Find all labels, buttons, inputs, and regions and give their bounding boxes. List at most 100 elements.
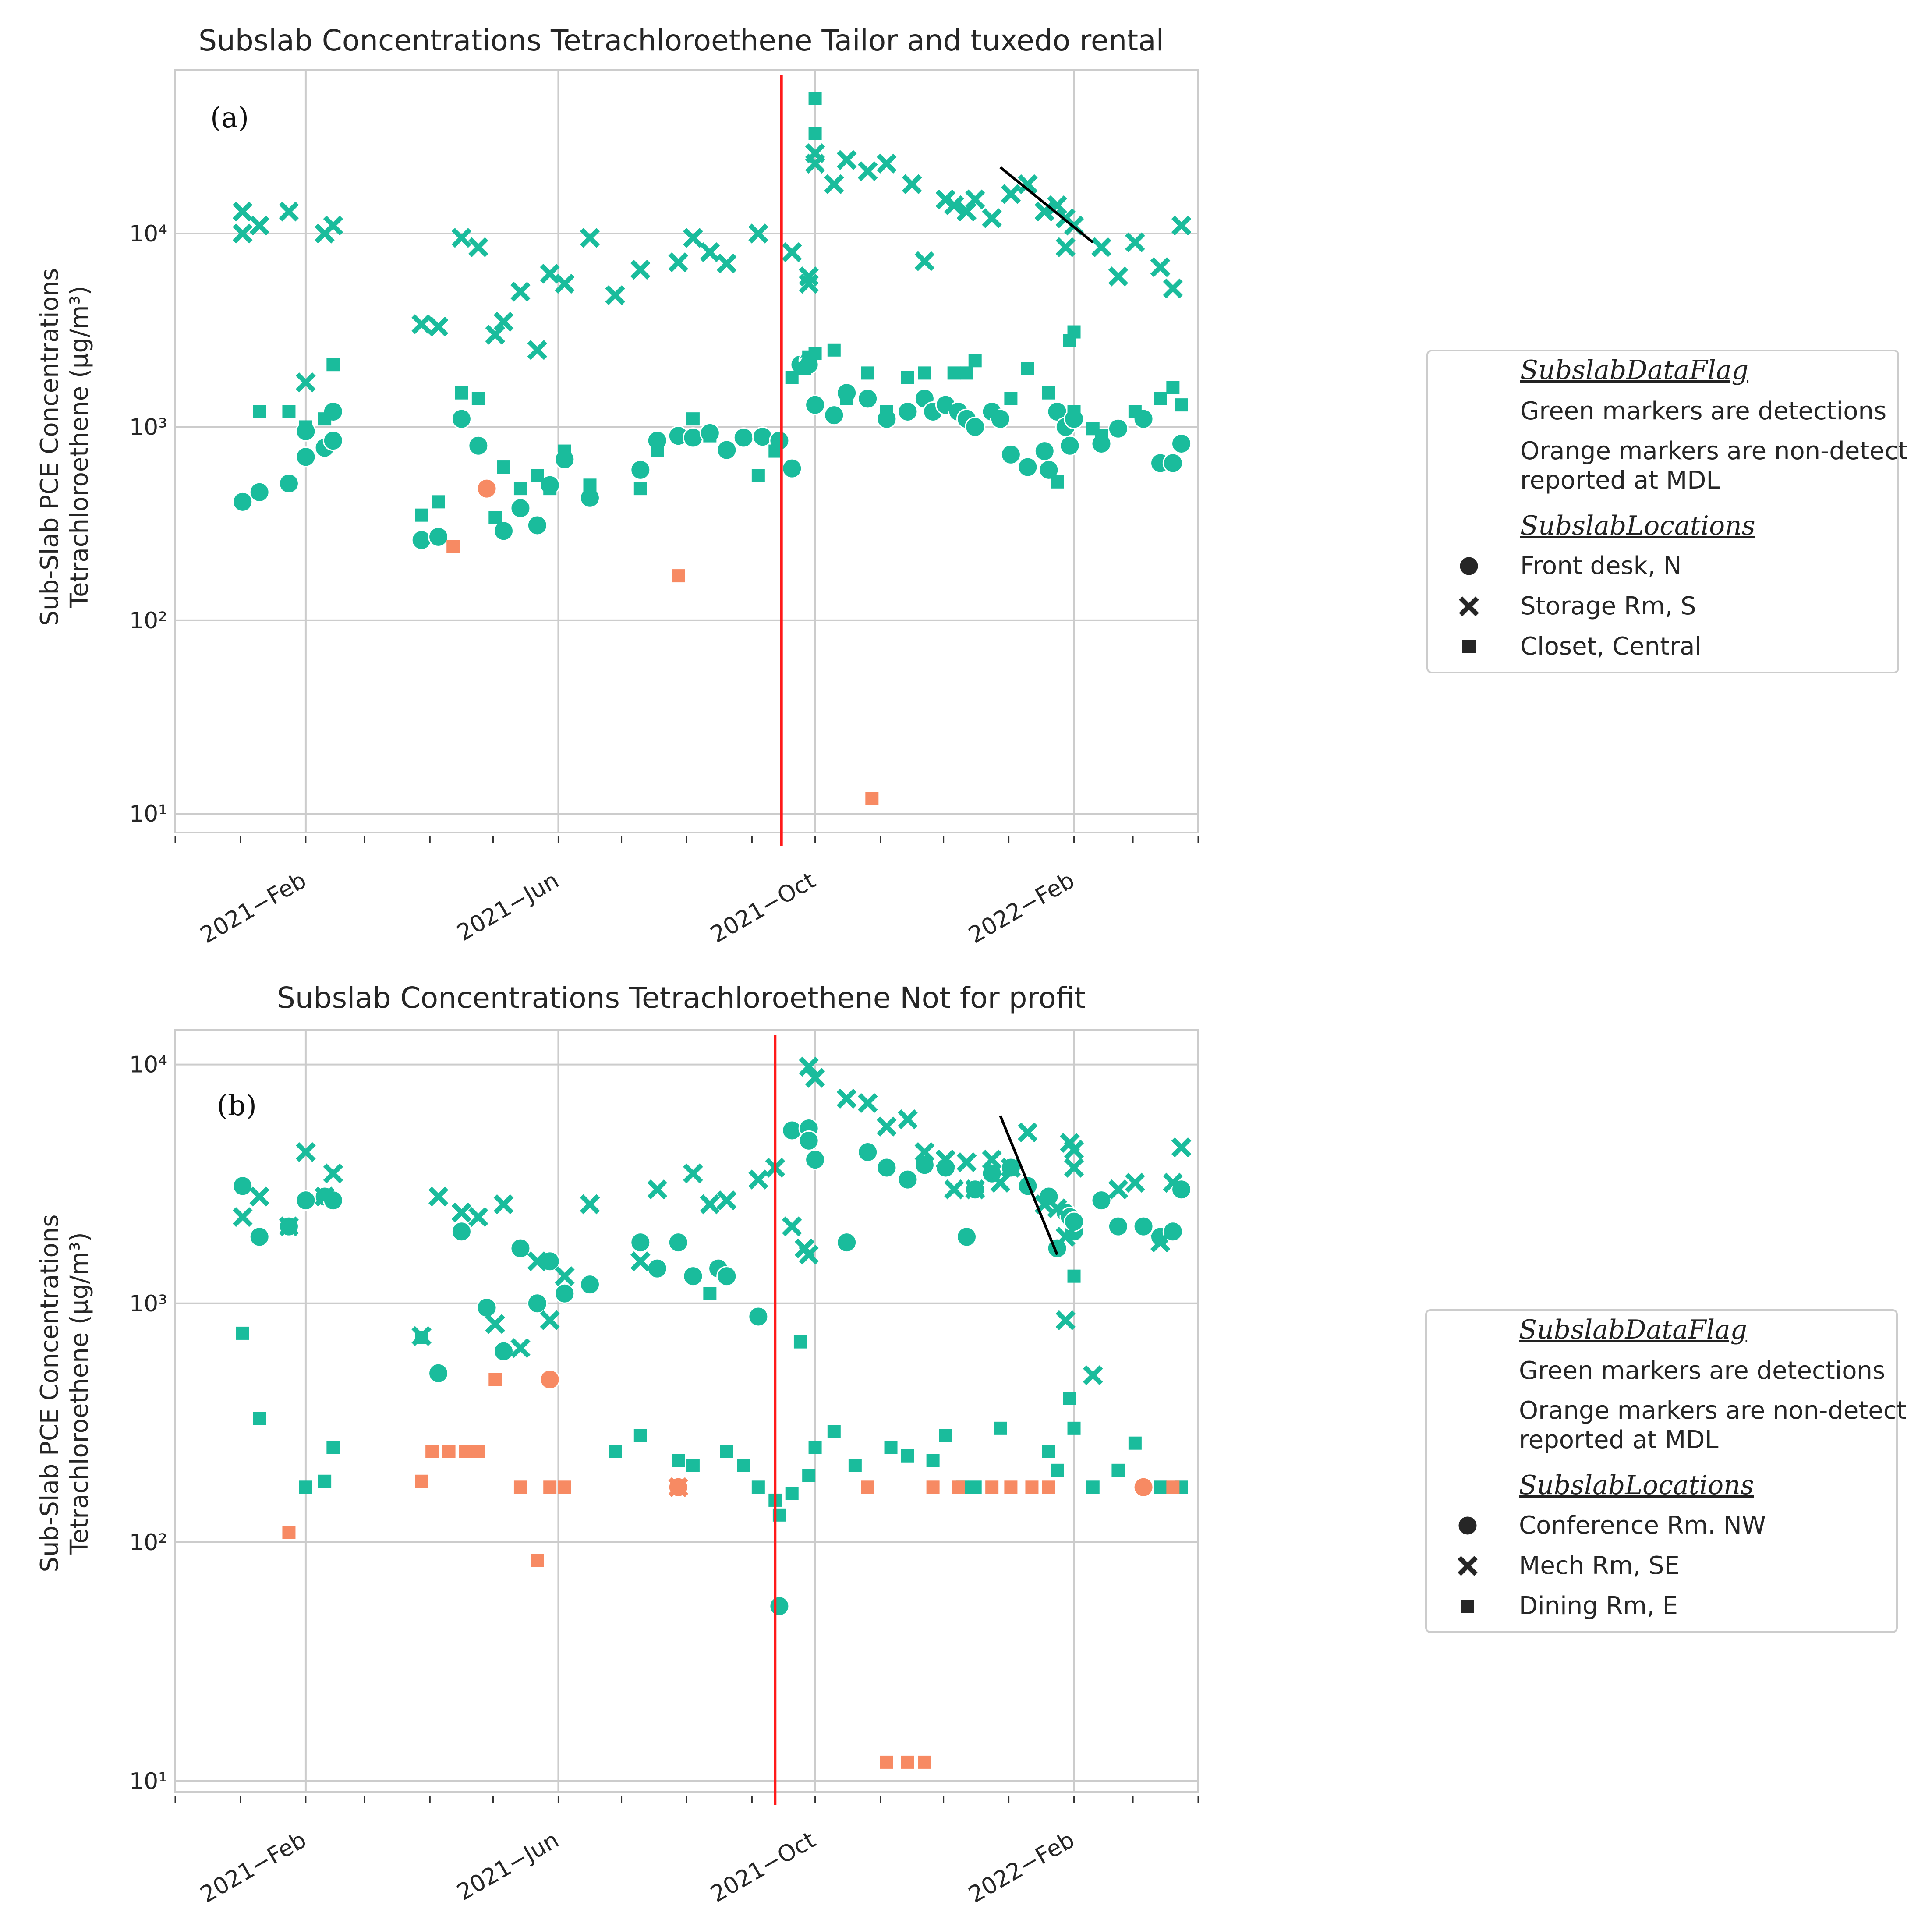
data-point	[1125, 232, 1145, 253]
legend-marker	[1459, 596, 1479, 616]
data-point	[630, 1232, 651, 1253]
data-point	[827, 1425, 841, 1438]
data-point	[249, 482, 270, 503]
chart-panel-b: Subslab Concentrations Tetrachloroethene…	[35, 981, 1906, 1908]
data-point	[232, 223, 253, 244]
y-axis-label-a-line1: Sub-Slab PCE Concentrations	[35, 268, 64, 626]
data-point	[630, 259, 651, 280]
data-point	[253, 405, 266, 418]
data-point	[1150, 1232, 1171, 1253]
data-point	[249, 1186, 269, 1207]
data-point	[857, 388, 878, 409]
legend-marker	[1458, 556, 1479, 577]
trend-line-a	[999, 166, 1094, 244]
data-point	[857, 161, 878, 181]
data-point	[279, 1216, 299, 1236]
data-point	[493, 521, 514, 542]
legend-flag-title: SubslabDataFlag	[1519, 1314, 1747, 1345]
data-point	[493, 312, 514, 332]
data-point	[802, 1469, 816, 1482]
data-point	[1051, 1463, 1064, 1477]
data-point	[1051, 475, 1064, 489]
data-point	[880, 405, 893, 418]
data-point	[799, 1056, 819, 1077]
data-point	[939, 1429, 952, 1442]
data-point	[540, 1310, 560, 1331]
data-point	[411, 530, 432, 551]
data-point	[1128, 1436, 1142, 1450]
data-point	[451, 228, 472, 248]
data-point	[994, 1421, 1007, 1435]
legend-location-label: Mech Rm, SE	[1519, 1551, 1680, 1580]
data-point	[583, 478, 597, 492]
data-point	[876, 1157, 897, 1178]
data-point	[497, 460, 510, 474]
data-point	[836, 150, 857, 170]
data-point	[1162, 453, 1183, 474]
data-point	[282, 1526, 296, 1539]
y-axis-label-b-line1: Sub-Slab PCE Concentrations	[35, 1215, 64, 1573]
plot-frame-a	[174, 69, 1199, 833]
data-point	[531, 1554, 544, 1567]
data-point	[808, 127, 822, 140]
data-point	[513, 482, 527, 496]
data-point	[232, 201, 253, 222]
data-point	[315, 1186, 335, 1207]
data-point	[1128, 405, 1142, 418]
data-point	[232, 491, 253, 512]
data-point	[897, 1169, 918, 1190]
data-point	[827, 343, 841, 357]
data-point	[527, 1251, 548, 1271]
data-point	[733, 427, 754, 448]
data-point	[558, 444, 571, 458]
data-point	[668, 1232, 689, 1253]
data-point	[1018, 174, 1038, 195]
data-point	[700, 242, 720, 262]
data-point	[1163, 1172, 1183, 1193]
data-point	[442, 1445, 456, 1458]
data-point	[493, 1194, 514, 1215]
data-point	[918, 366, 931, 380]
data-point	[965, 189, 985, 210]
x-tick-label: 2021−Feb	[196, 1827, 311, 1908]
data-point	[752, 426, 773, 447]
data-point	[805, 1149, 826, 1170]
data-point	[902, 174, 922, 195]
data-point	[485, 1314, 506, 1334]
data-point	[782, 1216, 802, 1236]
data-point	[531, 469, 544, 482]
x-tick-label: 2021−Oct	[706, 867, 820, 948]
data-point	[1108, 266, 1129, 287]
data-point	[1059, 435, 1080, 456]
data-point	[527, 1293, 548, 1314]
data-point	[737, 1459, 750, 1472]
data-point	[751, 1480, 765, 1494]
y-tick-label: 10³	[129, 414, 167, 440]
x-tick-label: 2021−Jun	[453, 867, 563, 946]
data-point	[1064, 1211, 1085, 1232]
data-point	[323, 215, 343, 236]
x-tick-label: 2022−Feb	[964, 867, 1079, 949]
y-axis-label-b-line2: Tetrachloroethene (µg/m³)	[65, 1232, 94, 1555]
data-point	[1083, 1365, 1103, 1385]
legend-orange-text-2: reported at MDL	[1520, 466, 1720, 495]
data-point	[1086, 1480, 1100, 1494]
data-point	[415, 508, 428, 522]
data-point	[717, 1190, 737, 1211]
data-point	[451, 1221, 472, 1242]
data-point	[1025, 1480, 1039, 1494]
legend-marker	[1458, 1556, 1478, 1576]
data-point	[630, 459, 651, 480]
data-point	[451, 408, 472, 429]
data-point	[651, 443, 664, 457]
data-point	[455, 386, 468, 400]
data-point	[1108, 1216, 1129, 1237]
data-point	[1038, 459, 1059, 480]
data-point	[985, 405, 999, 418]
legend-box	[1426, 350, 1899, 673]
data-point	[748, 223, 768, 244]
data-point	[748, 1169, 768, 1190]
plot-frame-b	[174, 1029, 1199, 1793]
data-point	[539, 1369, 560, 1390]
